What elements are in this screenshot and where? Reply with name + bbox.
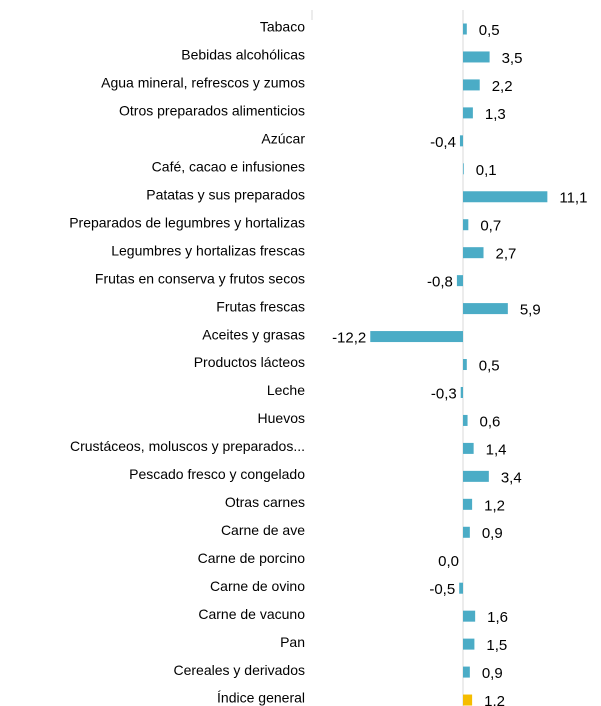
value-label: 3,4 [501, 469, 522, 486]
value-label: 1,2 [484, 497, 505, 514]
bar [463, 247, 484, 259]
category-label: Leche [267, 382, 305, 398]
value-label: 1,2 [484, 693, 505, 706]
value-label: 0,0 [438, 553, 459, 570]
category-label: Índice general [217, 690, 305, 706]
bar [370, 331, 463, 343]
value-label: 1,5 [486, 637, 507, 654]
value-label: 0,7 [480, 218, 501, 235]
category-label: Agua mineral, refrescos y zumos [101, 75, 305, 91]
bar [463, 666, 470, 678]
value-label: 11,1 [559, 190, 587, 207]
category-label: Legumbres y hortalizas frescas [111, 242, 305, 258]
bar [463, 610, 476, 622]
bar [456, 275, 463, 287]
bar [463, 359, 467, 371]
value-label: -0,8 [427, 274, 453, 291]
bar [463, 51, 490, 63]
value-label: 0,9 [482, 665, 503, 682]
bar [460, 386, 463, 398]
category-label: Pescado fresco y congelado [129, 466, 305, 482]
value-label: -12,2 [332, 330, 366, 347]
category-label: Frutas frescas [216, 298, 305, 314]
category-label: Carne de vacuno [198, 606, 305, 622]
bar [463, 23, 467, 35]
bar [463, 498, 473, 510]
bar [463, 470, 489, 482]
bar [463, 303, 508, 315]
value-label: 0,1 [476, 162, 497, 179]
category-label: Pan [280, 634, 305, 650]
value-label: 2,7 [496, 246, 517, 263]
category-label: Patatas y sus preparados [146, 186, 305, 202]
value-label: -0,4 [430, 134, 456, 151]
value-label: -0,5 [429, 581, 455, 598]
bar [463, 414, 468, 426]
category-label: Tabaco [260, 19, 305, 35]
bar [459, 135, 463, 147]
category-label: Bebidas alcohólicas [181, 47, 305, 63]
category-label: Azúcar [261, 131, 305, 147]
bar [463, 694, 473, 706]
value-label: 1,4 [486, 441, 507, 458]
category-label: Carne de porcino [198, 550, 306, 566]
category-label: Productos lácteos [194, 354, 305, 370]
category-label: Otras carnes [225, 494, 305, 510]
value-label: -0,3 [431, 385, 457, 402]
value-label: 1,3 [485, 106, 506, 123]
value-label: 0,9 [482, 525, 503, 542]
value-label: 2,2 [492, 78, 513, 95]
bar [463, 191, 548, 203]
category-label: Cereales y derivados [173, 662, 305, 678]
bar [463, 442, 474, 454]
value-label: 3,5 [502, 50, 523, 67]
category-label: Preparados de legumbres y hortalizas [69, 214, 305, 230]
category-label: Crustáceos, moluscos y preparados... [70, 438, 305, 454]
value-label: 1,6 [487, 609, 508, 626]
value-label: 0,6 [480, 413, 501, 430]
value-label: 0,5 [479, 22, 500, 39]
category-label: Carne de ave [221, 522, 305, 538]
category-label: Carne de ovino [210, 578, 305, 594]
category-label: Otros preparados alimenticios [119, 103, 305, 119]
bar [463, 163, 464, 175]
bar [463, 526, 470, 538]
bar [459, 582, 463, 594]
category-label: Aceites y grasas [202, 326, 305, 342]
category-label: Café, cacao e infusiones [152, 159, 305, 175]
category-label: Huevos [258, 410, 305, 426]
value-label: 5,9 [520, 302, 541, 319]
bar [463, 107, 473, 119]
value-label: 0,5 [479, 357, 500, 374]
bar [463, 79, 480, 91]
bar [463, 219, 469, 231]
bar [463, 638, 475, 650]
category-label: Frutas en conserva y frutos secos [95, 270, 305, 286]
